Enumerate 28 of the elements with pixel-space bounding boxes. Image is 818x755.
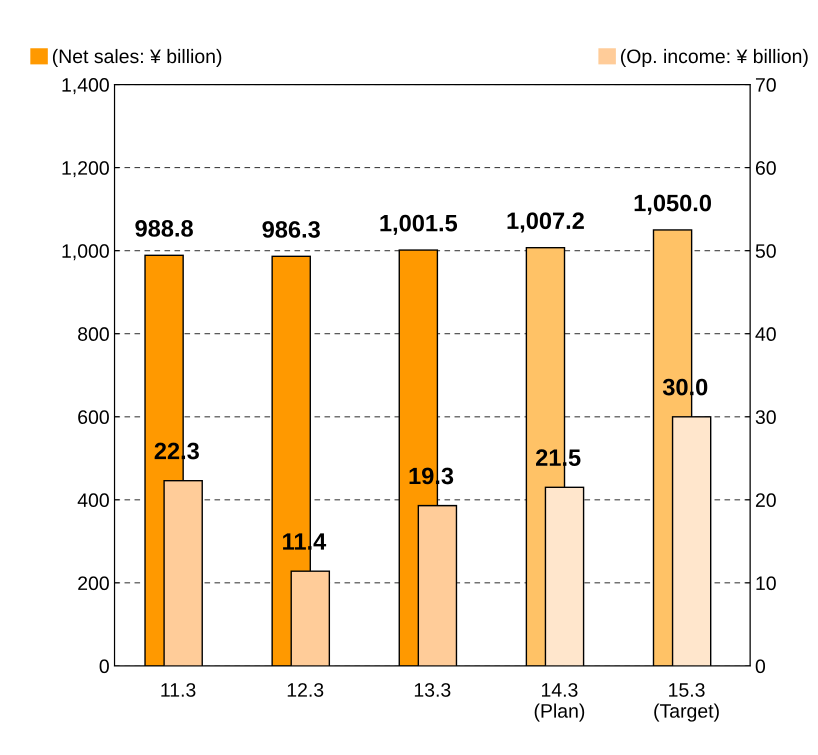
y2-tick-label: 30 xyxy=(756,410,776,424)
y-tick-label: 800 xyxy=(78,327,109,341)
x-tick-label: 14.3 (Plan) xyxy=(534,683,584,722)
x-tick-label: 11.3 xyxy=(161,683,196,697)
y-tick-label: 1,200 xyxy=(62,161,109,178)
data-label: 1,007.2 xyxy=(508,212,584,233)
data-label: 1,050.0 xyxy=(634,194,711,215)
y-tick-label: 1,000 xyxy=(62,244,109,260)
y2-tick-label: 10 xyxy=(756,576,776,590)
legend-label: (Op. income: ¥ billion) xyxy=(620,48,808,68)
x-tick-label: 12.3 xyxy=(288,683,324,697)
data-label: 1,001.5 xyxy=(380,214,458,235)
y2-tick-label: 60 xyxy=(756,161,776,175)
y-tick-label: 400 xyxy=(78,493,109,508)
data-label: 988.8 xyxy=(135,220,193,237)
x-tick-label: 15.3 (Target) xyxy=(654,683,719,722)
y2-tick-label: 0 xyxy=(756,659,766,674)
y-tick-label: 0 xyxy=(100,659,109,674)
y-tick-label: 200 xyxy=(78,576,109,590)
legend-label: (Net sales: ¥ billion) xyxy=(52,48,222,68)
y-tick-label: 1,400 xyxy=(62,78,109,94)
y2-tick-label: 20 xyxy=(756,493,776,508)
y2-tick-label: 40 xyxy=(755,327,776,341)
y2-tick-label: 50 xyxy=(756,244,776,258)
y-tick-label: 600 xyxy=(78,410,109,424)
data-label: 986.3 xyxy=(262,221,320,238)
y2-tick-label: 70 xyxy=(756,78,776,92)
x-tick-label: 13.3 xyxy=(414,683,450,697)
